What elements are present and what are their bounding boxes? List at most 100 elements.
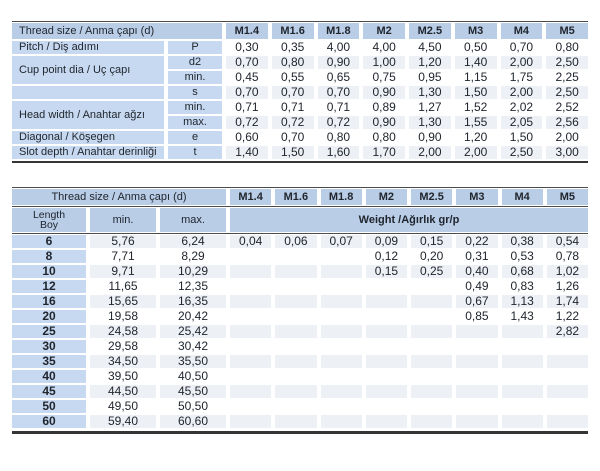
dim-value: 0,90 — [418, 131, 442, 144]
weight-value — [365, 325, 407, 338]
weight-value — [275, 325, 317, 338]
weight-value: 0,25 — [411, 265, 453, 278]
length-value: 50 — [12, 400, 86, 413]
length-value: 12 — [12, 280, 86, 293]
row-symbol: min. — [168, 101, 222, 114]
dim-value: 1,70 — [363, 146, 405, 159]
weight-value — [320, 295, 362, 308]
row-label: Diagonal / Köşegen — [12, 131, 164, 144]
length-value: 30 — [12, 340, 86, 353]
dim-value: 0,80 — [372, 131, 396, 144]
weight-value — [456, 400, 497, 413]
row-label: Pitch / Diş adımı — [12, 41, 164, 54]
column-header-M4: M4 — [500, 23, 543, 39]
weight-value — [230, 265, 272, 278]
dim-value: 3,00 — [546, 146, 588, 159]
dim-value: 4,50 — [418, 41, 442, 54]
dim-value: 1,60 — [317, 146, 360, 159]
weight-value: 0,85 — [465, 310, 489, 323]
dim-value: 1,50 — [454, 86, 497, 99]
weight-value: 0,54 — [546, 235, 588, 248]
weight-value — [275, 370, 316, 383]
length-value: 45 — [12, 385, 86, 398]
dim-value: 1,50 — [509, 131, 534, 144]
length-value: 6 — [12, 235, 86, 248]
weight-value — [411, 325, 453, 338]
max-value: 45,50 — [160, 385, 226, 398]
dim-value: 2,00 — [500, 56, 543, 69]
dim-value: 0,89 — [372, 101, 396, 114]
dim-value: 0,70 — [317, 86, 360, 99]
dim-value: 0,70 — [226, 56, 268, 69]
weight-value — [230, 415, 272, 428]
min-value: 49,50 — [107, 400, 139, 413]
weight-value — [456, 385, 498, 398]
dim-value: 0,55 — [280, 71, 305, 84]
dim-value: 0,71 — [235, 101, 259, 114]
dim-value: 0,90 — [363, 86, 405, 99]
length-column-header-line: Boy — [39, 219, 59, 231]
weight-value: 1,13 — [501, 295, 543, 308]
weight-value — [275, 265, 317, 278]
dim-value: 4,00 — [326, 41, 351, 54]
weight-value: 1,02 — [546, 265, 588, 278]
column-header-M2: M2 — [363, 23, 405, 39]
max-value: 30,42 — [177, 340, 209, 353]
weight-value: 1,22 — [555, 310, 580, 323]
dim-value: 1,27 — [418, 101, 442, 114]
weight-value — [320, 415, 362, 428]
dim-value: 1,40 — [226, 146, 268, 159]
weight-value: 0,49 — [465, 280, 489, 293]
dim-value: 0,72 — [226, 116, 268, 129]
dim-value: 2,02 — [509, 101, 534, 114]
row-symbol: e — [168, 131, 222, 144]
length-value: 40 — [12, 370, 86, 383]
weight-value — [320, 325, 362, 338]
row-symbol: max. — [168, 116, 222, 129]
weight-value — [365, 295, 407, 308]
thread-dimensions-grid: Thread size / Anma çapı (d) M1.4 M1.6 M1.8 M… — [12, 23, 588, 159]
dim-value: 0,35 — [280, 41, 305, 54]
dim-value: 2,56 — [546, 116, 588, 129]
dim-value: 1,30 — [409, 86, 451, 99]
column-header-M5: M5 — [546, 189, 588, 205]
column-header-M3: M3 — [456, 189, 498, 205]
max-column-header: max. — [160, 208, 226, 232]
length-value: 20 — [12, 310, 86, 323]
min-value: 44,50 — [90, 385, 156, 398]
length-weight-header: Thread size / Anma çapı (d) M1.4 M1.6 M1.8 M… — [12, 189, 588, 205]
row-symbol: P — [168, 41, 222, 54]
dim-value: 2,00 — [500, 86, 543, 99]
dim-value: 1,20 — [463, 131, 488, 144]
max-value: 25,42 — [160, 325, 226, 338]
weight-value — [275, 415, 317, 428]
dim-value: 0,80 — [271, 56, 314, 69]
weight-value: 0,40 — [456, 265, 498, 278]
min-value: 19,58 — [107, 310, 139, 323]
weight-value: 0,06 — [275, 235, 317, 248]
weight-value — [411, 355, 453, 368]
weight-value: 1,74 — [546, 295, 588, 308]
weight-value — [230, 295, 272, 308]
weight-value — [366, 370, 407, 383]
dim-value: 4,00 — [372, 41, 396, 54]
thread-dimensions-table: Thread size / Anma çapı (d) M1.4 M1.6 M1.8 M… — [12, 21, 588, 163]
min-value: 11,65 — [108, 280, 138, 293]
weight-value: 0,31 — [465, 250, 489, 263]
min-value: 29,58 — [107, 340, 139, 353]
length-weight-body: 6 5,76 6,24 0,04 0,06 0,07 0,09 0,15 0,22 0,38 0,5… — [12, 235, 588, 428]
max-value: 50,50 — [177, 400, 209, 413]
dim-value: 0,95 — [418, 71, 442, 84]
weight-value — [321, 250, 362, 263]
column-header-M2: M2 — [365, 189, 407, 205]
dim-value: 0,60 — [235, 131, 259, 144]
weight-value — [502, 400, 543, 413]
max-value: 6,24 — [160, 235, 226, 248]
dim-value: 2,50 — [500, 146, 543, 159]
dim-value: 0,90 — [363, 116, 405, 129]
weight-value — [501, 385, 543, 398]
weight-value: 0,15 — [365, 265, 407, 278]
weight-value — [456, 340, 497, 353]
dim-value: 0,45 — [235, 71, 259, 84]
column-header-M5: M5 — [546, 23, 588, 39]
